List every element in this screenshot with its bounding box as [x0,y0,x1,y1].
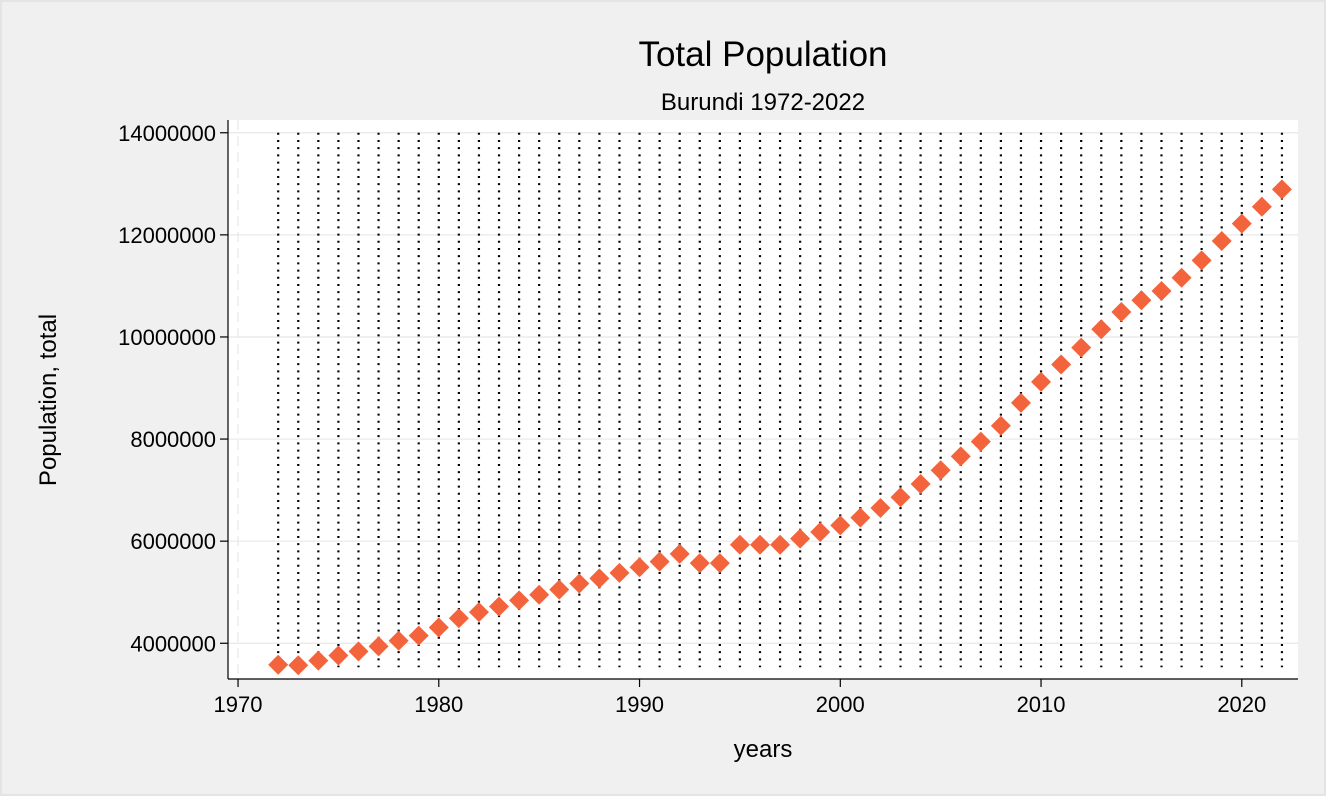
data-point-diamond [1231,213,1252,234]
y-tick-label: 14000000 [118,121,216,146]
data-point-diamond [810,521,831,542]
x-tick-label: 2000 [816,692,865,717]
data-point-diamond [569,573,590,594]
data-point-diamond [770,534,791,555]
data-point-diamond [950,446,971,467]
data-point-diamond [629,557,650,578]
plot-area [228,120,1298,679]
chart-title: Total Population [638,35,887,74]
data-point-diamond [1251,196,1272,217]
data-point-diamond [749,534,770,555]
data-point-diamond [970,431,991,452]
data-markers [268,179,1292,676]
data-point-diamond [308,650,329,671]
x-tick-label: 2010 [1017,692,1066,717]
data-point-diamond [489,596,510,617]
data-point-diamond [890,487,911,508]
data-point-diamond [328,645,349,666]
data-point-diamond [348,641,369,662]
x-tick-label: 1980 [414,692,463,717]
data-point-diamond [790,528,811,549]
y-tick-label: 12000000 [118,223,216,248]
data-point-diamond [1171,267,1192,288]
data-point-diamond [830,515,851,536]
data-point-diamond [428,617,449,638]
data-point-diamond [468,602,489,623]
data-point-diamond [1191,250,1212,271]
chart-subtitle: Burundi 1972-2022 [661,89,865,116]
data-point-diamond [1131,290,1152,311]
data-point-diamond [288,655,309,676]
ticks: 4000000 6000000 8000000 10000000 12000000 140… [118,121,1266,717]
data-point-diamond [649,551,670,572]
data-point-diamond [1211,230,1232,251]
data-point-diamond [1010,392,1031,413]
y-tick-label: 6000000 [130,529,216,554]
data-point-diamond [930,460,951,481]
data-point-diamond [1031,371,1052,392]
data-point-diamond [910,473,931,494]
data-point-diamond [669,543,690,564]
data-point-diamond [589,568,610,589]
grid-lines [228,120,1298,679]
data-point-diamond [689,553,710,574]
data-point-diamond [1271,179,1292,200]
data-point-diamond [1111,301,1132,322]
y-tick-label: 4000000 [130,631,216,656]
data-point-diamond [388,630,409,651]
data-point-diamond [709,553,730,574]
data-point-diamond [408,625,429,646]
data-point-diamond [1151,281,1172,302]
data-point-diamond [1071,337,1092,358]
data-point-diamond [990,415,1011,436]
axes [227,120,1298,680]
y-tick-label: 8000000 [130,427,216,452]
data-point-diamond [268,654,289,675]
data-point-diamond [529,584,550,605]
x-tick-label: 2020 [1217,692,1266,717]
data-point-diamond [1091,319,1112,340]
data-point-diamond [549,579,570,600]
x-axis-title: years [734,736,793,763]
data-point-diamond [509,590,530,611]
y-axis-title: Population, total [35,314,62,486]
data-point-diamond [609,562,630,583]
x-tick-label: 1990 [615,692,664,717]
data-point-diamond [368,636,389,657]
droplines [277,132,1284,668]
data-point-diamond [729,534,750,555]
y-tick-label: 10000000 [118,325,216,350]
data-point-diamond [850,507,871,528]
data-point-diamond [448,608,469,629]
data-point-diamond [1051,354,1072,375]
data-point-diamond [870,497,891,518]
x-tick-label: 1970 [214,692,263,717]
